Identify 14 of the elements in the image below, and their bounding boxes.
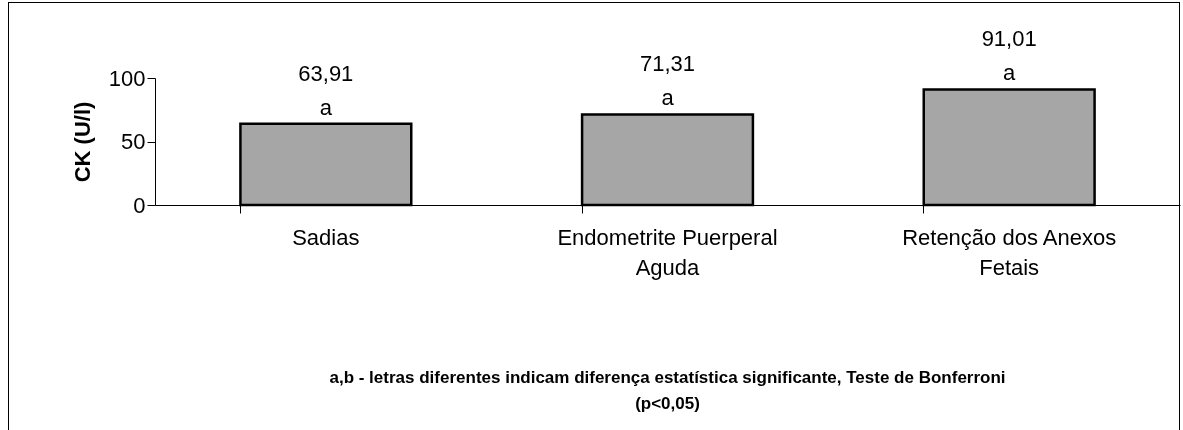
annotation: a bbox=[661, 85, 675, 111]
x-tick-label: Endometrite Puerperal Aguda bbox=[557, 224, 778, 280]
x-tick-label: Retenção dos Anexos Fetais bbox=[902, 224, 1117, 280]
data-label: 63,91 bbox=[298, 60, 354, 86]
annotation: a bbox=[1003, 60, 1017, 86]
y-tick-label: 0 bbox=[133, 192, 146, 218]
y-axis-title: CK (U/l) bbox=[69, 101, 95, 183]
text: a,b - letras diferentes indicam diferença estatística significante, Teste de Bonferroni (p<0,05) bbox=[329, 368, 1006, 413]
data-label: 91,01 bbox=[981, 26, 1037, 52]
data-label: 71,31 bbox=[639, 51, 696, 77]
y-tick-label: 100 bbox=[108, 65, 146, 91]
annotation: a bbox=[319, 94, 333, 120]
x-tick-label: Sadias bbox=[292, 224, 360, 250]
y-tick-label: 50 bbox=[121, 129, 146, 154]
